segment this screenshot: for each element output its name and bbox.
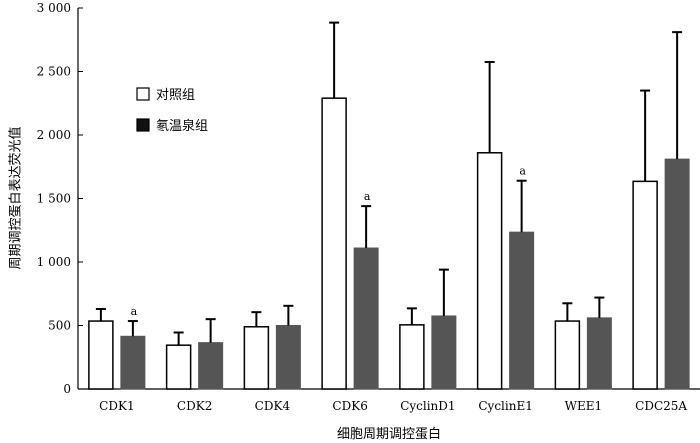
- bar-radon: [431, 315, 457, 390]
- x-tick-label: WEE1: [565, 399, 603, 413]
- legend-swatch-control: [136, 87, 150, 101]
- significance-mark: a: [131, 305, 138, 318]
- bar-control: [399, 324, 425, 390]
- legend-label-control: 对照组: [156, 88, 195, 103]
- x-tick-label: CDK1: [99, 399, 134, 413]
- bar-control: [243, 326, 270, 390]
- bar-control: [476, 152, 503, 390]
- bar-radon: [509, 231, 535, 390]
- bars: [88, 97, 690, 390]
- bar-control: [165, 344, 192, 390]
- significance-mark: a: [364, 190, 371, 203]
- error-bars: [95, 21, 683, 346]
- bar-radon: [586, 317, 612, 390]
- x-axis-title: 细胞周期调控蛋白: [337, 426, 441, 442]
- x-tick-label: CDK4: [255, 399, 291, 413]
- y-tick-label: 1 000: [37, 255, 71, 269]
- bar-control: [554, 320, 581, 390]
- x-tick-label: CyclinD1: [400, 399, 455, 413]
- x-tick-label: CyclinE1: [478, 399, 532, 413]
- bar-radon: [198, 342, 224, 390]
- y-tick-label: 0: [63, 382, 71, 396]
- y-tick-label: 500: [48, 319, 71, 333]
- y-tick-label: 2 000: [37, 128, 71, 142]
- bar-radon: [664, 158, 690, 390]
- bar-control: [632, 180, 658, 390]
- legend-swatch-radon: [136, 118, 150, 132]
- significance-annotations: a a a: [131, 165, 527, 318]
- y-axis-title: 周期调控蛋白表达荧光值: [8, 126, 24, 269]
- y-tick-label: 1 500: [37, 192, 71, 206]
- y-tick-label: 3 000: [37, 1, 71, 15]
- bar-control: [321, 97, 347, 390]
- bar-radon: [275, 325, 301, 390]
- bar-radon: [353, 247, 379, 390]
- x-tick-label: CDC25A: [635, 399, 687, 413]
- x-axis: CDK1 CDK2 CDK4 CDK6 CyclinD1 CyclinE1 WEE1 CDC2…: [78, 388, 700, 413]
- bar-radon: [120, 335, 146, 390]
- legend-label-radon: 氡温泉组: [156, 118, 208, 134]
- x-tick-label: CDK6: [332, 399, 367, 413]
- legend: 对照组 氡温泉组: [136, 87, 208, 134]
- x-tick-label: CDK2: [177, 399, 212, 413]
- bar-control: [88, 320, 114, 390]
- y-axis: 0 500 1 000 1 500 2 000 2 500 3 000: [37, 1, 83, 396]
- significance-mark: a: [519, 165, 526, 178]
- y-tick-label: 2 500: [37, 65, 71, 79]
